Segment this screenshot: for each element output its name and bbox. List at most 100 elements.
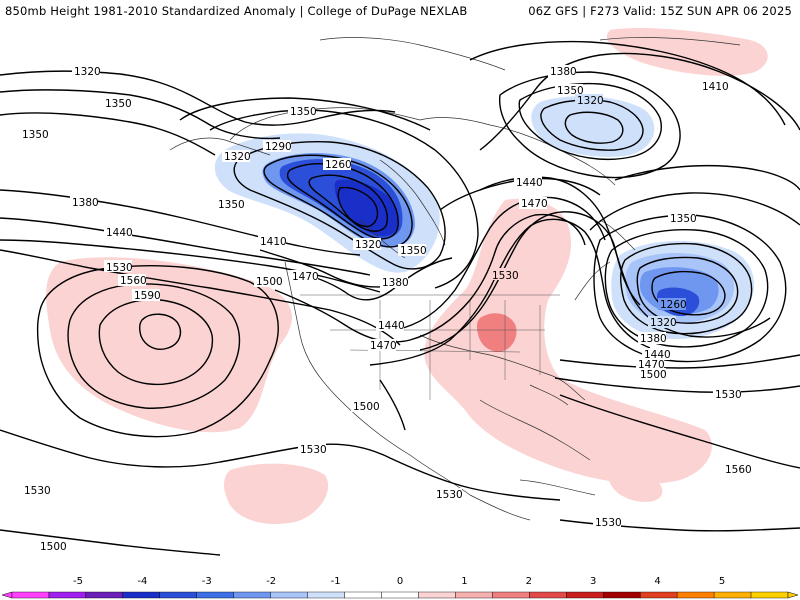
svg-text:1320: 1320 [355,239,382,251]
colorbar-segment [48,591,87,599]
svg-text:1350: 1350 [105,98,132,110]
contour-label: 1470 [290,270,319,283]
svg-text:1530: 1530 [595,517,622,529]
svg-text:1260: 1260 [325,159,352,171]
contour-label: 1560 [723,462,752,476]
colorbar-tick-label: 5 [719,576,725,587]
svg-text:1530: 1530 [436,489,463,501]
colorbar-segment [492,591,530,599]
svg-text:1350: 1350 [670,213,697,225]
colorbar-segment [603,591,641,599]
contour-label: 1500 [351,400,380,413]
svg-text:1290: 1290 [265,141,292,153]
svg-text:1500: 1500 [256,276,283,288]
anomaly-map: 1320 1350 1350 1380 1440 1410 1530 1560 … [0,22,800,570]
header: 850mb Height 1981-2010 Standardized Anom… [0,0,800,22]
colorbar-tick-label: -3 [202,576,212,587]
contour-label: 1470 [368,339,397,352]
contour-label: 1350 [288,105,317,118]
svg-text:1500: 1500 [353,401,380,413]
contour-label: 1500 [638,368,667,381]
contour-label: 1380 [380,276,409,289]
colorbar-tick-label: 4 [654,576,660,587]
contour-label: 1500 [38,539,67,553]
colorbar-tick-label: -5 [73,576,83,587]
svg-text:1440: 1440 [516,177,543,189]
svg-text:1560: 1560 [120,275,147,287]
colorbar-segment [196,591,234,599]
svg-text:1440: 1440 [106,227,133,239]
svg-text:1500: 1500 [40,541,67,553]
colorbar-segments [1,591,799,599]
contour-label: 1530 [22,483,51,497]
colorbar-labels: -5 -4 -3 -2 -1 0 1 2 3 4 5 [73,576,725,587]
svg-text:1380: 1380 [72,197,99,209]
svg-text:1350: 1350 [22,129,49,141]
model-run-info: 06Z GFS | F273 Valid: 15Z SUN APR 06 202… [528,4,792,18]
contour-label: 1350 [398,244,427,257]
contour-label: 1530 [490,268,519,282]
svg-text:1320: 1320 [74,66,101,78]
contour-label: 1350 [20,128,49,141]
colorbar-right-arrow [787,591,799,599]
svg-text:1320: 1320 [650,317,677,329]
colorbar-tick-label: 0 [397,576,403,587]
colorbar-segment [122,591,161,599]
colorbar-segment [233,591,271,599]
contour-label: 1290 [263,140,292,153]
contour-label: 1500 [254,275,283,288]
colorbar-left-arrow [1,591,13,599]
colorbar-segment [639,591,678,599]
colorbar-segment [418,591,456,599]
contour-label: 1410 [258,235,287,248]
contour-label: 1380 [638,332,667,345]
colorbar-tick-label: 3 [590,576,596,587]
colorbar-segment [270,591,308,599]
contour-label: 1530 [104,260,133,274]
contour-label: 1560 [118,274,147,287]
positive-anomaly-pacific [46,257,292,433]
svg-text:1380: 1380 [382,277,409,289]
colorbar: -5 -4 -3 -2 -1 0 1 2 3 4 5 [0,570,800,600]
svg-text:1530: 1530 [492,270,519,282]
contour-label: 1530 [434,488,463,501]
svg-text:1320: 1320 [577,95,604,107]
contour-labels: 1320 1350 1350 1380 1440 1410 1530 1560 … [20,65,752,553]
svg-text:1410: 1410 [702,81,729,93]
svg-text:1410: 1410 [260,236,287,248]
contour-label: 1320 [648,316,677,329]
colorbar-tick-label: -1 [331,576,341,587]
contour-label: 1530 [593,516,622,529]
svg-text:1380: 1380 [640,333,667,345]
colorbar-segment [566,591,604,599]
colorbar-segment [676,591,715,599]
colorbar-segment [750,591,789,599]
contour-label: 1260 [323,158,352,171]
svg-text:1440: 1440 [378,320,405,332]
contour-label: 1380 [548,65,577,78]
svg-text:1470: 1470 [370,340,397,352]
contour-label: 1530 [298,443,327,456]
svg-text:1470: 1470 [292,271,319,283]
svg-text:1320: 1320 [224,151,251,163]
svg-text:1380: 1380 [550,66,577,78]
negative-anomaly-baffin [531,96,655,157]
svg-text:1560: 1560 [725,464,752,476]
contour-label: 1440 [376,319,405,332]
colorbar-segment [713,591,752,599]
colorbar-segment [529,591,567,599]
colorbar-segment [307,591,345,599]
svg-text:1590: 1590 [134,290,161,302]
colorbar-segment [11,591,50,599]
svg-text:1350: 1350 [400,245,427,257]
colorbar-segment [455,591,493,599]
contour-label: 1380 [70,196,99,209]
contour-label: 1320 [72,65,101,78]
svg-text:1500: 1500 [640,369,667,381]
contour-label: 1350 [216,198,245,211]
contour-label: 1470 [519,197,548,210]
contour-label: 1530 [713,388,742,401]
colorbar-segment [85,591,124,599]
contour-label: 1320 [575,94,604,107]
contour-label: 1320 [222,150,251,163]
